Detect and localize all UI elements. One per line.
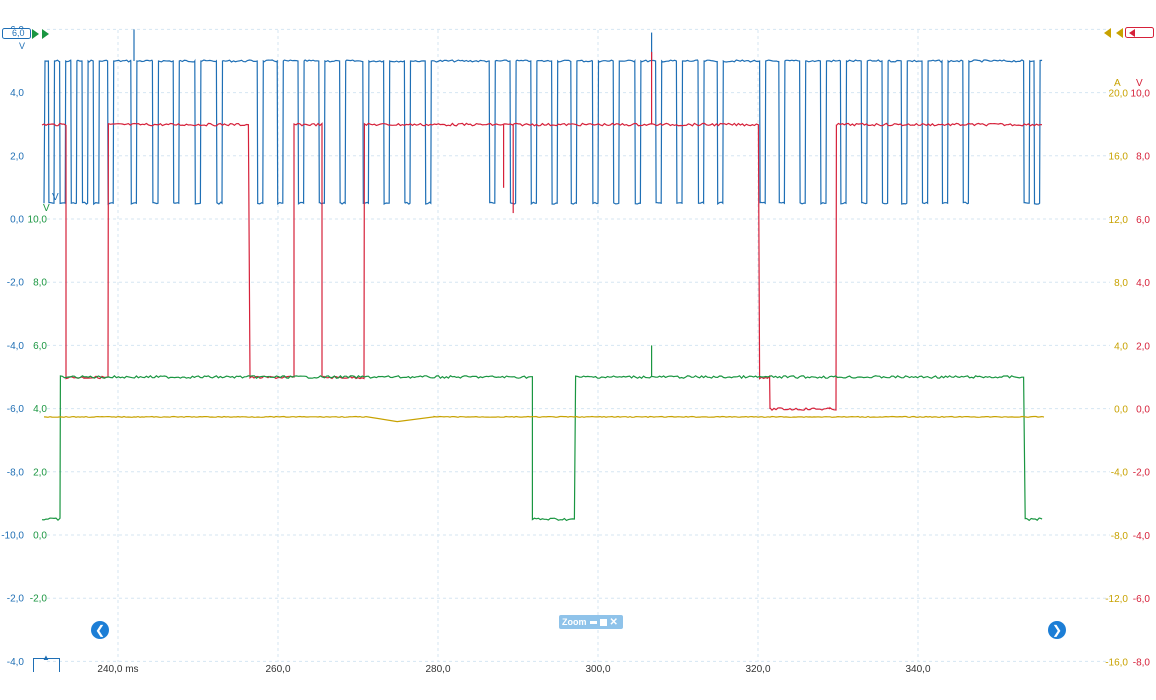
axis-b-unit: V bbox=[43, 203, 50, 214]
series-red-trace bbox=[41, 122, 1043, 411]
y-tick-label-d: 4,0 bbox=[1136, 278, 1150, 289]
series-blue-trace bbox=[43, 58, 1043, 206]
y-tick-label-a: -4,0 bbox=[7, 657, 25, 668]
grid bbox=[47, 28, 1110, 662]
y-tick-label-c: -8,0 bbox=[1111, 531, 1129, 542]
y-tick-label-a: -2,0 bbox=[7, 594, 25, 605]
scroll-right-button[interactable]: ❯ bbox=[1048, 621, 1066, 639]
x-tick-label: 260,0 bbox=[265, 664, 290, 675]
y-tick-label-d: 6,0 bbox=[1136, 215, 1150, 226]
y-tick-label-a: -6,0 bbox=[7, 404, 25, 415]
x-tick-label: 340,0 bbox=[905, 664, 930, 675]
y-tick-label-c: 4,0 bbox=[1114, 341, 1128, 352]
zoom-label: Zoom bbox=[562, 617, 587, 627]
y-tick-label-a: -10,0 bbox=[1, 531, 24, 542]
scroll-left-button[interactable]: ❮ bbox=[91, 621, 109, 639]
channel-a-unit: V bbox=[19, 41, 26, 51]
y-tick-label-a: 4,0 bbox=[10, 88, 24, 99]
y-tick-label-a: 2,0 bbox=[10, 151, 24, 162]
y-tick-label-c: 8,0 bbox=[1114, 278, 1128, 289]
ruler-marker[interactable]: ▲ bbox=[33, 653, 60, 672]
zoom-control[interactable]: Zoom ✕ bbox=[559, 615, 623, 629]
x-tick-label: 300,0 bbox=[585, 664, 610, 675]
y-tick-label-c: 0,0 bbox=[1114, 405, 1128, 416]
y-tick-label-d: -4,0 bbox=[1133, 531, 1151, 542]
ruler-triangle-icon: ▲ bbox=[42, 653, 50, 662]
axis-a-unit: V bbox=[52, 192, 59, 203]
y-tick-label-c: -12,0 bbox=[1105, 594, 1128, 605]
y-tick-label-d: -2,0 bbox=[1133, 468, 1151, 479]
y-tick-label-c: 16,0 bbox=[1109, 152, 1129, 163]
y-tick-label-b: 4,0 bbox=[33, 404, 47, 415]
y-tick-label-b: 2,0 bbox=[33, 467, 47, 478]
axis-c-unit: A bbox=[1114, 78, 1121, 89]
series-green-trace bbox=[41, 374, 1043, 522]
y-tick-label-b: 8,0 bbox=[33, 278, 47, 289]
channel-d-tab[interactable] bbox=[1103, 27, 1155, 39]
y-tick-label-a: 0,0 bbox=[10, 215, 24, 226]
y-tick-label-c: 12,0 bbox=[1109, 215, 1129, 226]
y-tick-label-c: -4,0 bbox=[1111, 468, 1129, 479]
x-tick-label: 320,0 bbox=[745, 664, 770, 675]
y-tick-label-d: -6,0 bbox=[1133, 594, 1151, 605]
chevron-left-icon: ❮ bbox=[94, 623, 106, 637]
y-tick-label-a: -8,0 bbox=[7, 467, 25, 478]
series-yellow-trace bbox=[43, 415, 1045, 423]
x-tick-label: 280,0 bbox=[425, 664, 450, 675]
y-tick-label-d: 8,0 bbox=[1136, 152, 1150, 163]
y-tick-label-d: 0,0 bbox=[1136, 405, 1150, 416]
y-tick-label-d: 10,0 bbox=[1131, 89, 1151, 100]
y-tick-label-b: 6,0 bbox=[33, 341, 47, 352]
channel-a-value: 6,0 bbox=[12, 28, 25, 38]
y-tick-label-d: 2,0 bbox=[1136, 341, 1150, 352]
channel-a-tab[interactable]: 6,0 bbox=[2, 28, 49, 40]
y-tick-label-b: 10,0 bbox=[28, 215, 48, 226]
y-tick-label-a: -4,0 bbox=[7, 341, 25, 352]
y-tick-label-a: -2,0 bbox=[7, 278, 25, 289]
zoom-out-icon[interactable] bbox=[589, 620, 597, 624]
chevron-right-icon: ❯ bbox=[1051, 623, 1063, 637]
zoom-fit-icon[interactable] bbox=[599, 618, 607, 626]
x-tick-label: 240,0 ms bbox=[97, 664, 138, 675]
y-tick-label-b: -2,0 bbox=[30, 594, 48, 605]
y-tick-label-d: -8,0 bbox=[1133, 657, 1151, 668]
y-tick-label-b: 0,0 bbox=[33, 531, 47, 542]
y-tick-label-c: -16,0 bbox=[1105, 657, 1128, 668]
y-tick-label-c: 20,0 bbox=[1109, 89, 1129, 100]
traces bbox=[41, 29, 1045, 522]
zoom-close-icon[interactable]: ✕ bbox=[609, 616, 618, 628]
axis-d-unit: V bbox=[1136, 78, 1143, 89]
tick-labels: 240,0 ms 260,0 280,0 300,0 320,0 340,0 6,0 4,0 2… bbox=[1, 25, 1150, 675]
